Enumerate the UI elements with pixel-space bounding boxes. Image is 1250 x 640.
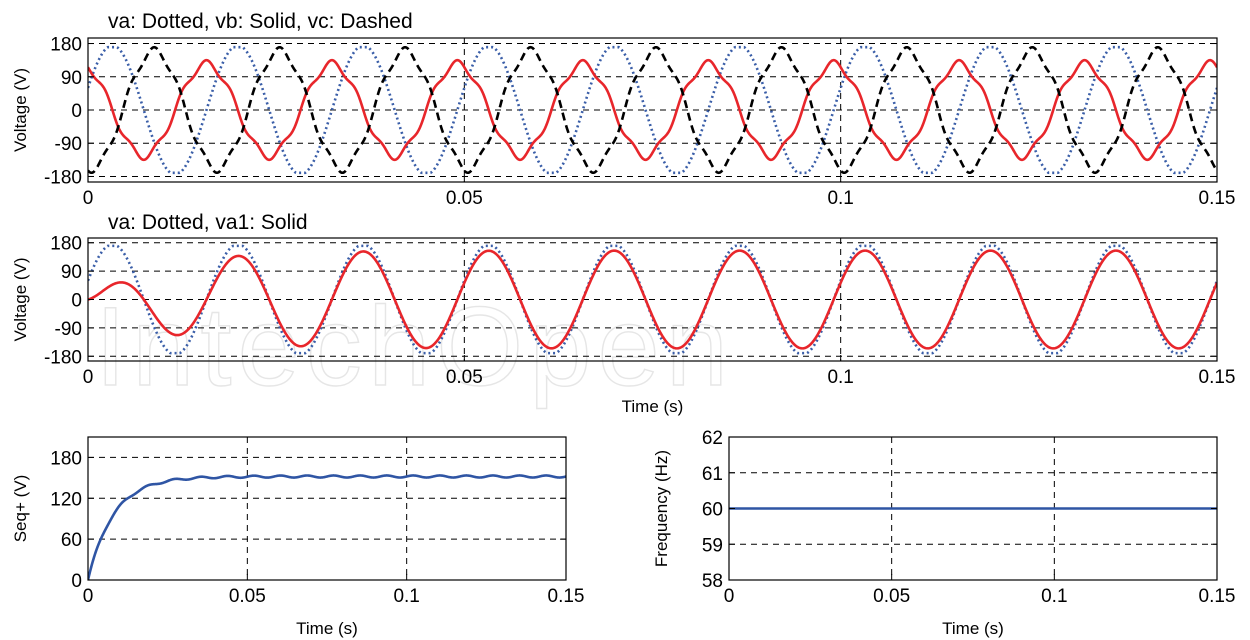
x-tick-label: 0.1 [1041, 586, 1067, 607]
y-tick-label: 180 [50, 448, 82, 469]
y-tick-label: 0 [71, 101, 82, 122]
y-tick-label: 0 [71, 571, 82, 592]
y-tick-label: 59 [702, 535, 723, 556]
x-tick-label: 0.15 [1199, 586, 1236, 607]
series-line-solid [88, 249, 1217, 350]
series-line-solid [88, 474, 566, 580]
chart-positive-sequence: 180 120 60 00 0.05 0.1 0.15 Time (s) Seq+ (V) [11, 436, 585, 638]
y-axis-label: Voltage (V) [11, 257, 30, 341]
x-axis-label: Time (s) [942, 619, 1004, 638]
y-tick-label: -90 [55, 134, 82, 155]
x-tick-label: 0.15 [1199, 188, 1236, 209]
chart-title: va: Dotted, va1: Solid [108, 211, 308, 234]
x-tick-label: 0.05 [873, 586, 910, 607]
x-tick-label: 0 [83, 367, 94, 388]
y-tick-label: -180 [44, 167, 82, 188]
x-tick-label: 0.15 [548, 586, 585, 607]
y-tick-label: 60 [61, 530, 82, 551]
x-tick-label: 0.1 [393, 586, 419, 607]
x-tick-label: 0 [83, 188, 94, 209]
y-axis-label: Seq+ (V) [11, 475, 30, 543]
y-axis-label: Frequency (Hz) [652, 450, 671, 567]
y-tick-label: 62 [702, 428, 723, 449]
y-tick-label: 180 [50, 35, 82, 56]
chart-frequency: 62 61 60 59 580 0.05 0.1 0.15 Time (s) Frequency … [652, 428, 1235, 638]
x-axis-label: Time (s) [296, 619, 358, 638]
y-tick-label: 58 [702, 571, 723, 592]
x-tick-label: 0.1 [827, 367, 853, 388]
y-tick-label: 0 [71, 291, 82, 312]
x-tick-label: 0.05 [446, 188, 483, 209]
x-tick-label: 0 [724, 586, 735, 607]
x-tick-label: 0.05 [446, 367, 483, 388]
y-tick-label: 120 [50, 489, 82, 510]
series-line-solid [88, 58, 1217, 162]
x-tick-label: 0 [83, 586, 94, 607]
chart-title: va: Dotted, vb: Solid, vc: Dashed [108, 10, 413, 33]
x-tick-label: 0.1 [827, 188, 853, 209]
x-tick-label: 0.05 [229, 586, 266, 607]
y-tick-label: -90 [55, 319, 82, 340]
watermark-text: IntechOpen [95, 284, 734, 409]
y-axis-label: Voltage (V) [11, 68, 30, 152]
y-tick-label: 60 [702, 500, 723, 521]
y-tick-label: 61 [702, 464, 723, 485]
x-axis-label: Time (s) [622, 397, 684, 416]
y-tick-label: 90 [61, 262, 82, 283]
x-tick-label: 0.15 [1199, 367, 1236, 388]
y-tick-label: 180 [50, 234, 82, 255]
plot-frame [87, 436, 567, 581]
y-tick-label: -180 [44, 347, 82, 368]
y-tick-label: 90 [61, 68, 82, 89]
series-line-dotted [88, 45, 1217, 175]
